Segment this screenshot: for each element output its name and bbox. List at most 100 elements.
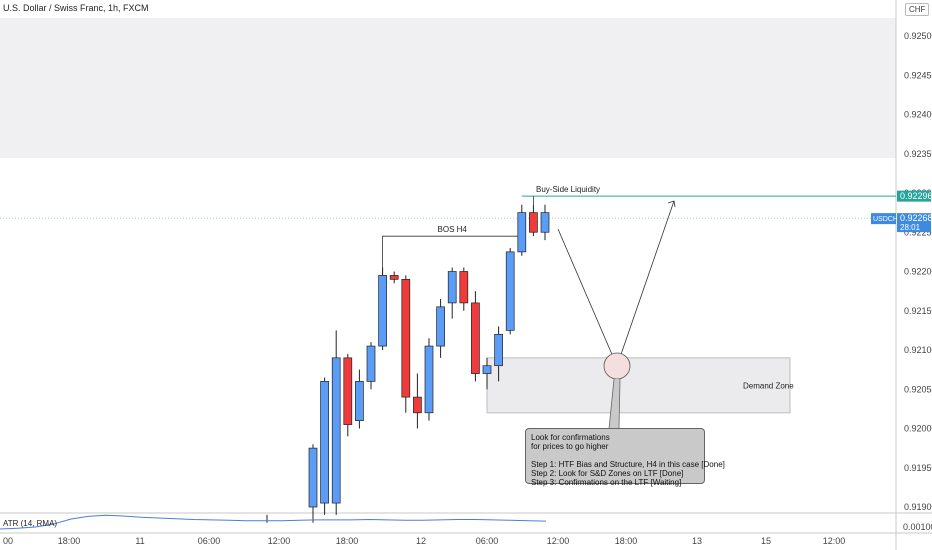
top-shaded-region [0, 18, 896, 158]
candle[interactable] [447, 267, 457, 319]
note-line: for prices to go higher [531, 442, 609, 451]
candle[interactable] [459, 267, 469, 311]
current-price-tag [897, 213, 931, 233]
candle[interactable] [505, 247, 515, 335]
atr-indicator-label[interactable]: ATR (14, RMA) [3, 519, 58, 528]
candle-body [424, 345, 434, 414]
x-tick-label: 18:00 [58, 536, 81, 546]
candle[interactable] [529, 204, 538, 237]
x-tick-label: 12:00 [823, 536, 846, 546]
candle[interactable] [482, 357, 492, 390]
demand-zone-label: Demand Zone [743, 381, 794, 390]
chart-title: U.S. Dollar / Swiss Franc, 1h, FXCM [3, 3, 149, 13]
confirmation-circle[interactable] [603, 352, 631, 380]
candle-body [540, 212, 550, 233]
symbol-tag-text: USDCHF [873, 216, 902, 223]
buy-side-liquidity-label: Buy-Side Liquidity [536, 185, 600, 194]
note-line: Step 1: HTF Bias and Structure, H4 in th… [531, 460, 725, 469]
candle[interactable] [413, 373, 422, 429]
confirmation-note[interactable]: Look for confirmations for prices to go … [525, 428, 725, 487]
candle[interactable] [540, 204, 550, 241]
x-tick-label: 13 [692, 536, 702, 546]
x-tick-label: 12 [416, 536, 426, 546]
candle-body [447, 271, 457, 304]
candle-body [471, 302, 480, 374]
candle[interactable] [378, 267, 387, 350]
currency-button[interactable]: CHF [905, 3, 930, 16]
candle[interactable] [308, 444, 318, 523]
candle-body [517, 212, 527, 253]
bos-line[interactable] [382, 235, 522, 276]
x-tick-label: 00 [3, 536, 13, 546]
x-axis-ticks: 00 18:00 11 06:00 12:00 18:00 12 06:00 12:00 18:0… [3, 536, 845, 546]
note-line: Step 2: Look for S&D Zones on LTF [Done] [531, 469, 684, 478]
candle-body [529, 212, 538, 233]
symbol-tag [871, 213, 896, 225]
candle[interactable] [343, 353, 353, 437]
arrow-head-icon [667, 200, 676, 208]
candle-body [482, 365, 492, 374]
candle[interactable] [389, 271, 399, 284]
note-line [531, 451, 699, 460]
candle-body [366, 345, 376, 382]
candle[interactable] [436, 298, 445, 358]
x-tick-label: 12:00 [547, 536, 570, 546]
x-tick-label: 15 [761, 536, 771, 546]
x-tick-label: 06:00 [198, 536, 221, 546]
candle-body [355, 381, 364, 421]
y-axis-ticks: 0.925000.924500.924000.923500.923000.922… [904, 31, 932, 512]
countdown-text: 28:01 [900, 223, 921, 232]
x-tick-label: 12:00 [268, 536, 291, 546]
candle-body [378, 275, 387, 347]
candle[interactable] [331, 330, 341, 515]
candle-body [343, 357, 353, 425]
candles [266, 204, 550, 523]
candle[interactable] [401, 275, 411, 413]
price-tags: 0.92296 USDCHF 0.92268 28:01 [871, 190, 932, 233]
projection-line[interactable] [557, 200, 675, 368]
candle-body [308, 447, 318, 508]
note-line: Step 3: Confirmations on the LTF [Waitin… [531, 478, 682, 487]
candle-body [505, 251, 515, 331]
candle-body [413, 396, 422, 414]
demand-zone[interactable] [486, 357, 791, 414]
atr-line [0, 514, 547, 530]
x-tick-label: 18:00 [336, 536, 359, 546]
candle-body [320, 381, 329, 504]
candle[interactable] [320, 377, 329, 515]
liquidity-price-tag [897, 190, 931, 202]
candle-body [401, 279, 411, 398]
candle-body [494, 333, 503, 367]
x-tick-label: 11 [135, 536, 144, 546]
candle[interactable] [494, 326, 503, 382]
current-price-tag-text: 0.92268 [900, 213, 932, 223]
candle[interactable] [355, 369, 364, 429]
candle-body [331, 357, 341, 504]
candle[interactable] [517, 204, 527, 256]
candle[interactable] [424, 338, 434, 421]
x-tick-label: 06:00 [476, 536, 499, 546]
candle[interactable] [471, 291, 480, 382]
candle-body [389, 275, 399, 280]
candle[interactable] [366, 342, 376, 390]
projection-path[interactable] [557, 200, 676, 430]
liquidity-price-tag-text: 0.92296 [900, 191, 932, 201]
candle-body [459, 271, 469, 304]
candle-body [436, 306, 445, 347]
